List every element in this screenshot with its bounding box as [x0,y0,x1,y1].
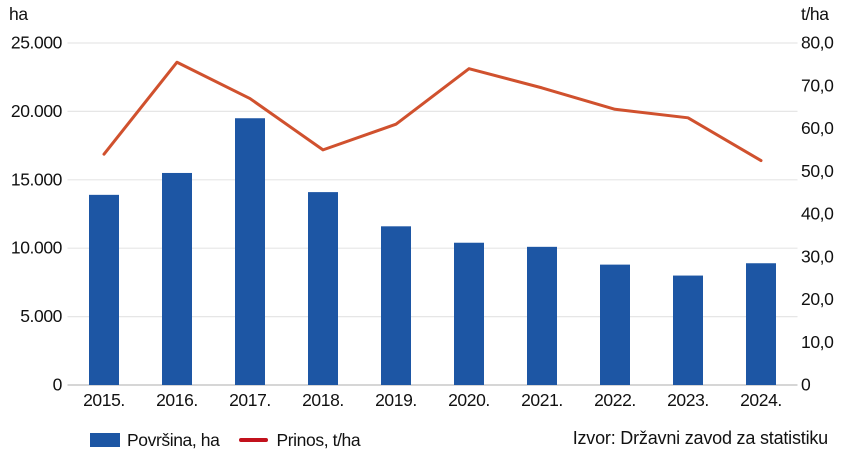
left-axis-tick: 5.000 [20,306,62,326]
bar-2021 [527,246,557,385]
line-series-swatch [239,437,269,443]
right-axis-tick: 10,0 [801,332,834,352]
bar-2023 [673,275,703,385]
x-axis-label: 2017. [229,390,271,410]
x-axis-label: 2021. [521,390,563,410]
prinos-line [102,60,763,163]
left-axis-tick: 20.000 [11,101,63,121]
chart-plot-area: 0 5.000 10.000 15.000 20.000 25.000 0 10,0 20,0 3… [9,4,835,410]
left-axis-unit-label: ha [9,4,28,24]
x-axis-label: 2022. [594,390,636,410]
bar-2020 [454,242,484,385]
chart-legend: Površina, ha Prinos, t/ha [90,429,361,451]
left-axis-tick: 10.000 [11,238,63,258]
legend-label-povrsina: Površina, ha [127,429,220,450]
bar-2019 [381,226,411,385]
legend-item-prinos: Prinos, t/ha [239,429,361,451]
x-axis-label: 2015. [83,390,125,410]
bar-2018 [308,192,338,385]
left-axis-tick: 25.000 [11,33,63,53]
right-axis-unit-label: t/ha [801,4,829,24]
source-attribution: Izvor: Državni zavod za statistiku [572,428,828,448]
bar-2017 [235,118,265,386]
left-axis-tick: 15.000 [11,169,63,189]
right-axis-tick: 50,0 [801,161,834,181]
chart-footer: Površina, ha Prinos, t/ha Izvor: Državni… [0,424,848,456]
legend-label-prinos: Prinos, t/ha [276,429,361,450]
bar-2024 [746,263,776,385]
legend-item-povrsina: Površina, ha [90,429,220,451]
bar-2015 [89,194,119,385]
right-axis-tick: 60,0 [801,118,834,138]
x-axis-label: 2024. [740,390,782,410]
left-axis-tick: 0 [53,375,63,395]
right-axis-tick: 40,0 [801,204,834,224]
x-axis-label: 2020. [448,390,490,410]
bar-2016 [162,172,192,385]
right-axis-tick: 80,0 [801,33,834,53]
x-axis-label: 2023. [667,390,709,410]
x-axis-label: 2016. [156,390,198,410]
right-axis-tick: 30,0 [801,246,834,266]
right-axis-tick: 0 [801,375,811,395]
x-axis-label: 2018. [302,390,344,410]
bar-2022 [600,264,630,385]
right-axis-tick: 70,0 [801,75,834,95]
bar-series-swatch [90,433,120,447]
right-axis-tick: 20,0 [801,289,834,309]
x-axis-label: 2019. [375,390,417,410]
